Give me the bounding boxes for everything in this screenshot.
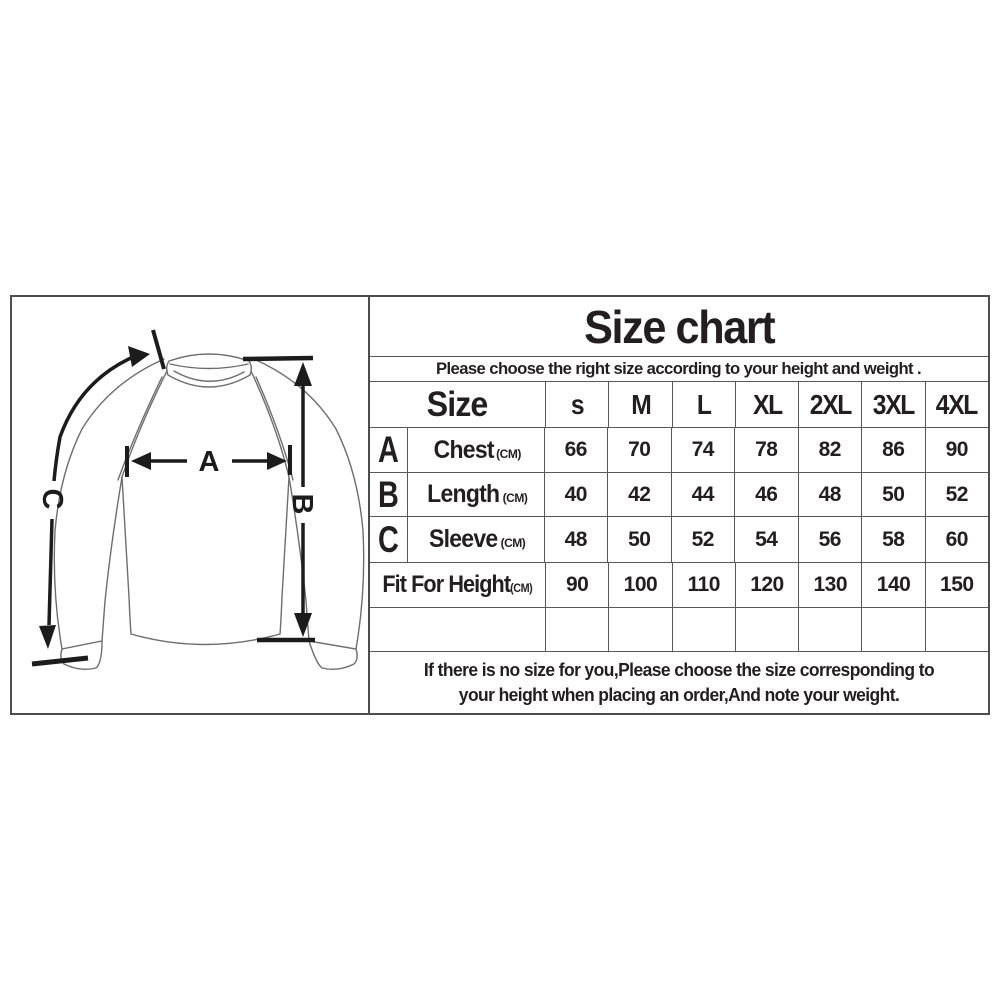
note-line-2: your height when placing an order,And no…: [458, 684, 900, 705]
diagram-letter-a: A: [199, 446, 220, 478]
size-value-cell: 78: [734, 428, 798, 472]
size-value-cell: 54: [734, 517, 798, 562]
row-letter-b: B: [370, 473, 408, 516]
header-col-m: M: [608, 382, 671, 427]
empty-label-cell: [370, 608, 545, 651]
table-row-sleeve: C Sleeve (CM) 48 50 52 54 56 58 60: [370, 517, 988, 563]
size-value-cell: 82: [797, 428, 862, 472]
size-value-cell: 58: [861, 517, 925, 562]
size-value-cell: 60: [924, 517, 989, 562]
header-col-l: L: [671, 382, 735, 427]
shirt-measurement-diagram: A B C: [12, 297, 370, 713]
empty-cell: [734, 608, 798, 651]
row-label-chest: Chest (CM): [433, 435, 521, 464]
diagram-letter-b: B: [286, 494, 318, 515]
size-value-cell: 86: [861, 428, 925, 472]
page-title: Size chart: [583, 300, 776, 353]
header-size-label: Size: [427, 384, 489, 424]
arrow-length-b: [242, 355, 315, 643]
size-value-cell: 56: [797, 517, 862, 562]
measure-arrows: [31, 329, 315, 667]
size-value-cell: 150: [924, 563, 988, 607]
size-value-cell: 130: [798, 563, 861, 607]
size-value-cell: 42: [607, 473, 671, 516]
subtitle-row: Please choose the right size according t…: [370, 357, 988, 382]
size-value-cell: 74: [670, 428, 735, 472]
row-label-fit-for-height: Fit For Height(CM): [382, 571, 533, 598]
size-value-cell: 52: [924, 473, 989, 516]
empty-cell: [608, 608, 671, 651]
table-row-chest: A Chest (CM) 66 70 74 78 82 86 90: [370, 428, 988, 473]
size-value-cell: 90: [545, 563, 608, 607]
size-value-cell: 120: [734, 563, 798, 607]
shirt-diagram-svg: A B C: [31, 329, 365, 671]
size-value-cell: 110: [671, 563, 735, 607]
size-value-cell: 44: [670, 473, 735, 516]
subtitle-text: Please choose the right size according t…: [436, 359, 922, 378]
row-label-length: Length (CM): [427, 480, 528, 508]
row-label-sleeve: Sleeve (CM): [429, 525, 526, 553]
header-col-4xl: 4XL: [924, 382, 988, 427]
row-letter-a: A: [370, 428, 408, 472]
empty-cell: [671, 608, 735, 651]
size-value-cell: 50: [861, 473, 925, 516]
size-value-cell: 140: [861, 563, 924, 607]
diagram-letter-c: C: [36, 489, 68, 510]
size-value-cell: 90: [924, 428, 989, 472]
empty-cell: [545, 608, 608, 651]
chart-frame: A B C Size chart Please choose the right…: [10, 295, 990, 715]
size-value-cell: 46: [734, 473, 798, 516]
size-value-cell: 52: [670, 517, 735, 562]
size-value-cell: 50: [607, 517, 671, 562]
table-header-row: Size s M L XL 2XL 3XL 4XL: [370, 382, 988, 428]
note-row: If there is no size for you,Please choos…: [370, 652, 988, 713]
size-value-cell: 48: [797, 473, 862, 516]
table-row-length: B Length (CM) 40 42 44 46 48 50 52: [370, 473, 988, 517]
header-col-2xl: 2XL: [798, 382, 861, 427]
header-col-s: s: [545, 382, 608, 427]
header-col-xl: XL: [734, 382, 798, 427]
size-value-cell: 100: [608, 563, 671, 607]
table-row-empty: [370, 608, 988, 652]
header-col-3xl: 3XL: [861, 382, 924, 427]
size-value-cell: 40: [543, 473, 608, 516]
size-value-cell: 48: [543, 517, 608, 562]
arrow-chest-a: [125, 445, 292, 477]
table-row-fit-for-height: Fit For Height(CM) 90 100 110 120 130 14…: [370, 563, 988, 608]
empty-cell: [924, 608, 988, 651]
size-table: Size chart Please choose the right size …: [370, 297, 988, 713]
empty-cell: [861, 608, 924, 651]
size-value-cell: 66: [543, 428, 608, 472]
title-row: Size chart: [370, 297, 988, 357]
size-value-cell: 70: [607, 428, 671, 472]
note-line-1: If there is no size for you,Please choos…: [423, 660, 935, 681]
measure-letters: A B C: [36, 446, 318, 514]
arrow-sleeve-c: [31, 329, 166, 667]
row-letter-c: C: [370, 517, 408, 562]
empty-cell: [798, 608, 861, 651]
